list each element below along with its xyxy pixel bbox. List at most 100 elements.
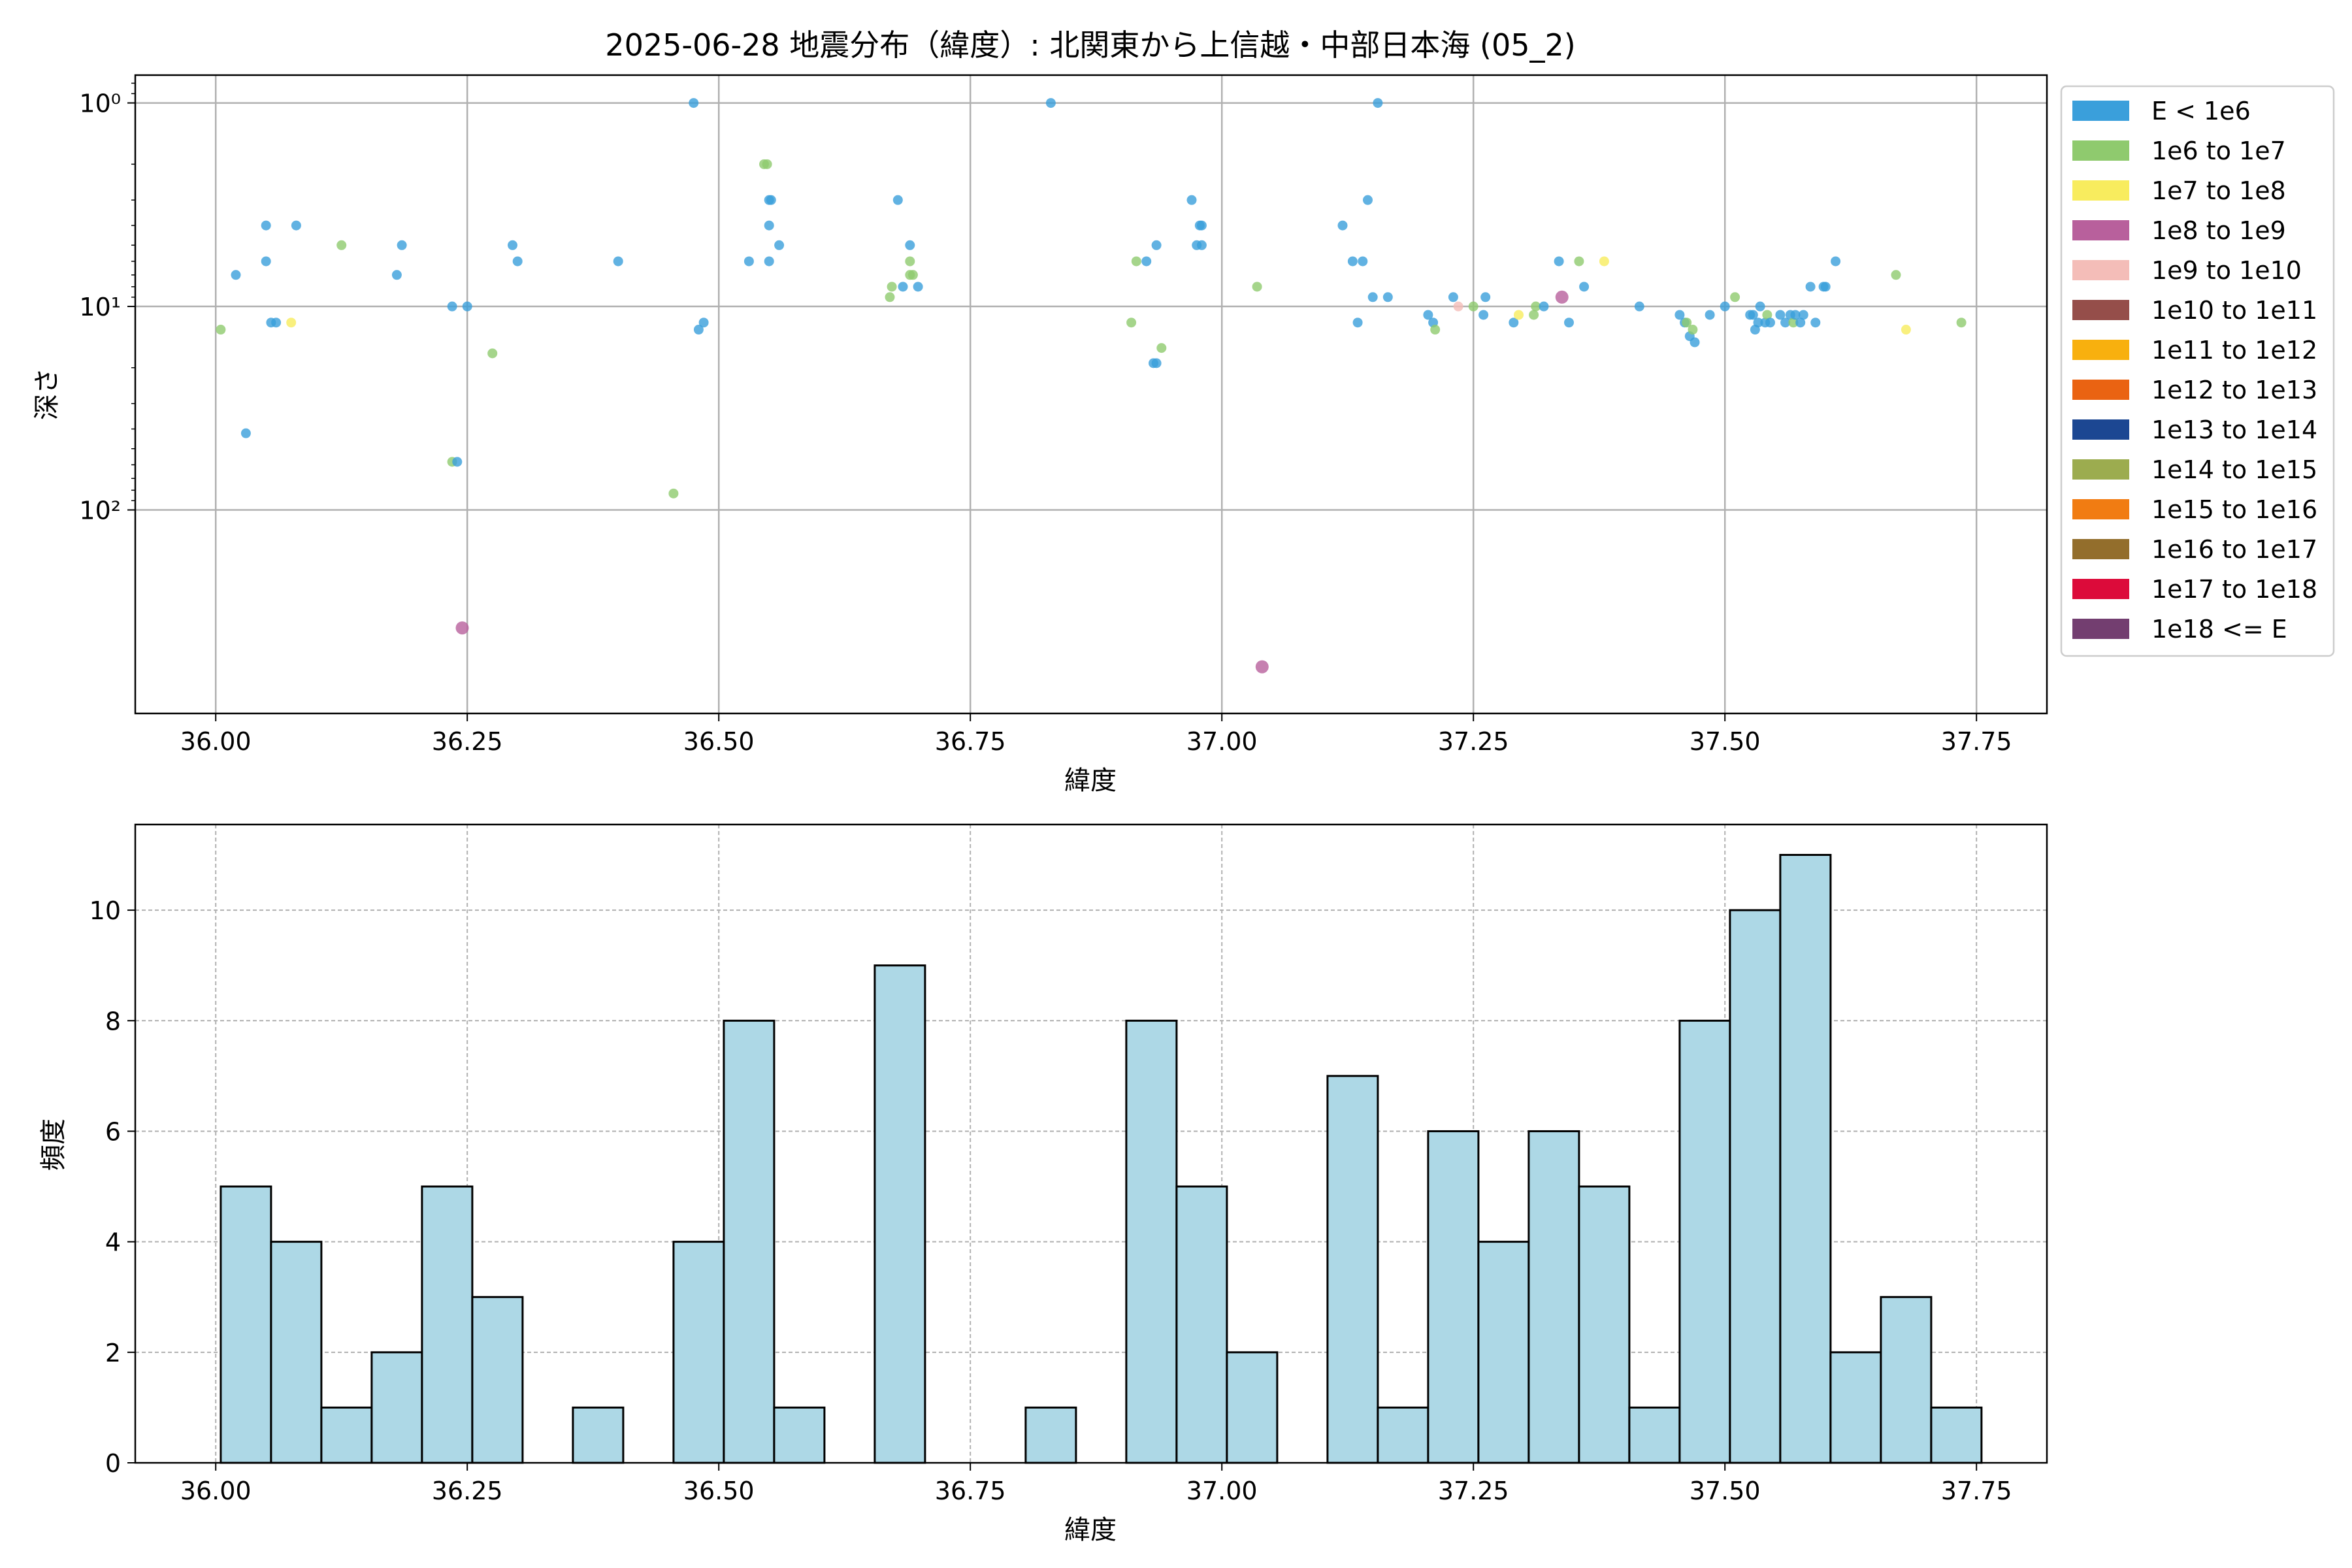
legend-label: 1e7 to 1e8 <box>2151 176 2286 205</box>
scatter-point <box>885 292 895 302</box>
scatter-point <box>1765 318 1775 328</box>
histogram-bar <box>220 1185 272 1464</box>
scatter-point <box>1762 310 1772 320</box>
legend-swatch <box>2072 180 2129 201</box>
scatter-point <box>508 240 517 250</box>
histogram-bar <box>320 1406 373 1464</box>
scatter-point <box>898 282 908 292</box>
scatter-point <box>1891 270 1901 280</box>
histogram-bar <box>773 1406 826 1464</box>
scatter-point <box>1151 240 1162 250</box>
histogram-bar <box>1326 1075 1379 1464</box>
scatter-point <box>668 488 679 498</box>
legend-swatch <box>2072 539 2129 559</box>
histogram-bar <box>270 1241 323 1464</box>
histogram-y-tick-label: 10 <box>90 896 121 925</box>
scatter-point <box>1337 220 1348 231</box>
histogram-y-tick-label: 8 <box>105 1007 121 1036</box>
legend-box <box>2060 85 2335 657</box>
legend-swatch <box>2072 140 2129 161</box>
legend-label: 1e11 to 1e12 <box>2151 336 2317 365</box>
scatter-point <box>1186 195 1197 205</box>
histogram-bar <box>1477 1241 1530 1464</box>
scatter-point <box>1730 292 1740 302</box>
histogram-x-tick-label: 36.25 <box>432 1477 503 1505</box>
scatter-point <box>1347 256 1358 267</box>
histogram-bars <box>220 854 1983 1464</box>
scatter-point <box>743 256 754 267</box>
legend-label: E < 1e6 <box>2151 97 2251 125</box>
scatter-point <box>1478 310 1489 320</box>
legend-label: 1e18 <= E <box>2151 615 2287 644</box>
legend-label: 1e8 to 1e9 <box>2151 216 2286 245</box>
histogram-bar <box>1024 1406 1077 1464</box>
legend-swatch <box>2072 300 2129 320</box>
scatter-point <box>455 621 469 635</box>
scatter-point <box>1045 98 1056 108</box>
scatter-point <box>693 325 704 335</box>
scatter-point <box>1755 301 1765 312</box>
scatter-point <box>391 270 402 280</box>
scatter-y-axis-label: 深さ <box>32 368 62 420</box>
histogram-bar <box>1829 1351 1882 1464</box>
legend-swatch <box>2072 101 2129 121</box>
scatter-point <box>1788 318 1799 328</box>
histogram-x-tick-label: 36.75 <box>935 1477 1006 1505</box>
scatter-x-tick-label: 37.50 <box>1690 727 1761 756</box>
histogram-x-tick-label: 37.25 <box>1438 1477 1509 1505</box>
legend-swatch <box>2072 340 2129 360</box>
histogram-y-tick-label: 2 <box>105 1339 121 1367</box>
scatter-point <box>1126 318 1137 328</box>
scatter-point <box>1775 310 1786 320</box>
legend-label: 1e17 to 1e18 <box>2151 575 2317 604</box>
scatter-y-tick-label: 10⁰ <box>79 90 121 118</box>
scatter-grid <box>135 75 2047 713</box>
scatter-point <box>1805 282 1816 292</box>
scatter-point <box>1820 282 1831 292</box>
scatter-point <box>774 240 785 250</box>
scatter-point <box>1509 318 1519 328</box>
histogram-bar <box>370 1351 423 1464</box>
histogram-bar <box>723 1019 776 1464</box>
scatter-point <box>689 98 699 108</box>
legend-swatch <box>2072 260 2129 280</box>
scatter-point <box>892 195 903 205</box>
scatter-point <box>762 159 772 169</box>
legend-label: 1e13 to 1e14 <box>2151 416 2317 444</box>
scatter-x-tick-label: 36.75 <box>935 727 1006 756</box>
histogram-x-tick-label: 36.00 <box>180 1477 252 1505</box>
scatter-point <box>1255 660 1269 674</box>
scatter-point <box>1423 310 1433 320</box>
scatter-point <box>913 282 923 292</box>
scatter-point <box>698 318 709 328</box>
scatter-point <box>1901 325 1911 335</box>
scatter-point <box>905 240 915 250</box>
scatter-point <box>216 325 226 335</box>
scatter-y-tick-label: 10¹ <box>79 293 121 321</box>
legend-swatch <box>2072 579 2129 599</box>
scatter-point <box>1141 256 1152 267</box>
histogram-bar <box>1427 1130 1480 1464</box>
histogram-bar <box>1377 1406 1429 1464</box>
histogram-x-tick-label: 37.75 <box>1941 1477 2012 1505</box>
scatter-point <box>462 301 472 312</box>
histogram-bar <box>1628 1406 1681 1464</box>
histogram-bar <box>672 1241 725 1464</box>
legend-swatch <box>2072 380 2129 400</box>
scatter-point <box>1780 318 1791 328</box>
scatter-point <box>286 318 297 328</box>
scatter-point <box>231 270 241 280</box>
histogram-bar <box>1125 1019 1178 1464</box>
scatter-x-tick-label: 36.00 <box>180 727 252 756</box>
scatter-point <box>1352 318 1363 328</box>
legend-swatch <box>2072 419 2129 440</box>
scatter-point <box>512 256 523 267</box>
scatter-point <box>1579 282 1590 292</box>
scatter-point <box>1367 292 1378 302</box>
legend-swatch <box>2072 499 2129 519</box>
scatter-point <box>766 195 776 205</box>
scatter-point <box>1720 301 1730 312</box>
scatter-x-tick-label: 36.25 <box>432 727 503 756</box>
scatter-point <box>1810 318 1821 328</box>
scatter-y-tick-label: 10² <box>79 497 121 525</box>
